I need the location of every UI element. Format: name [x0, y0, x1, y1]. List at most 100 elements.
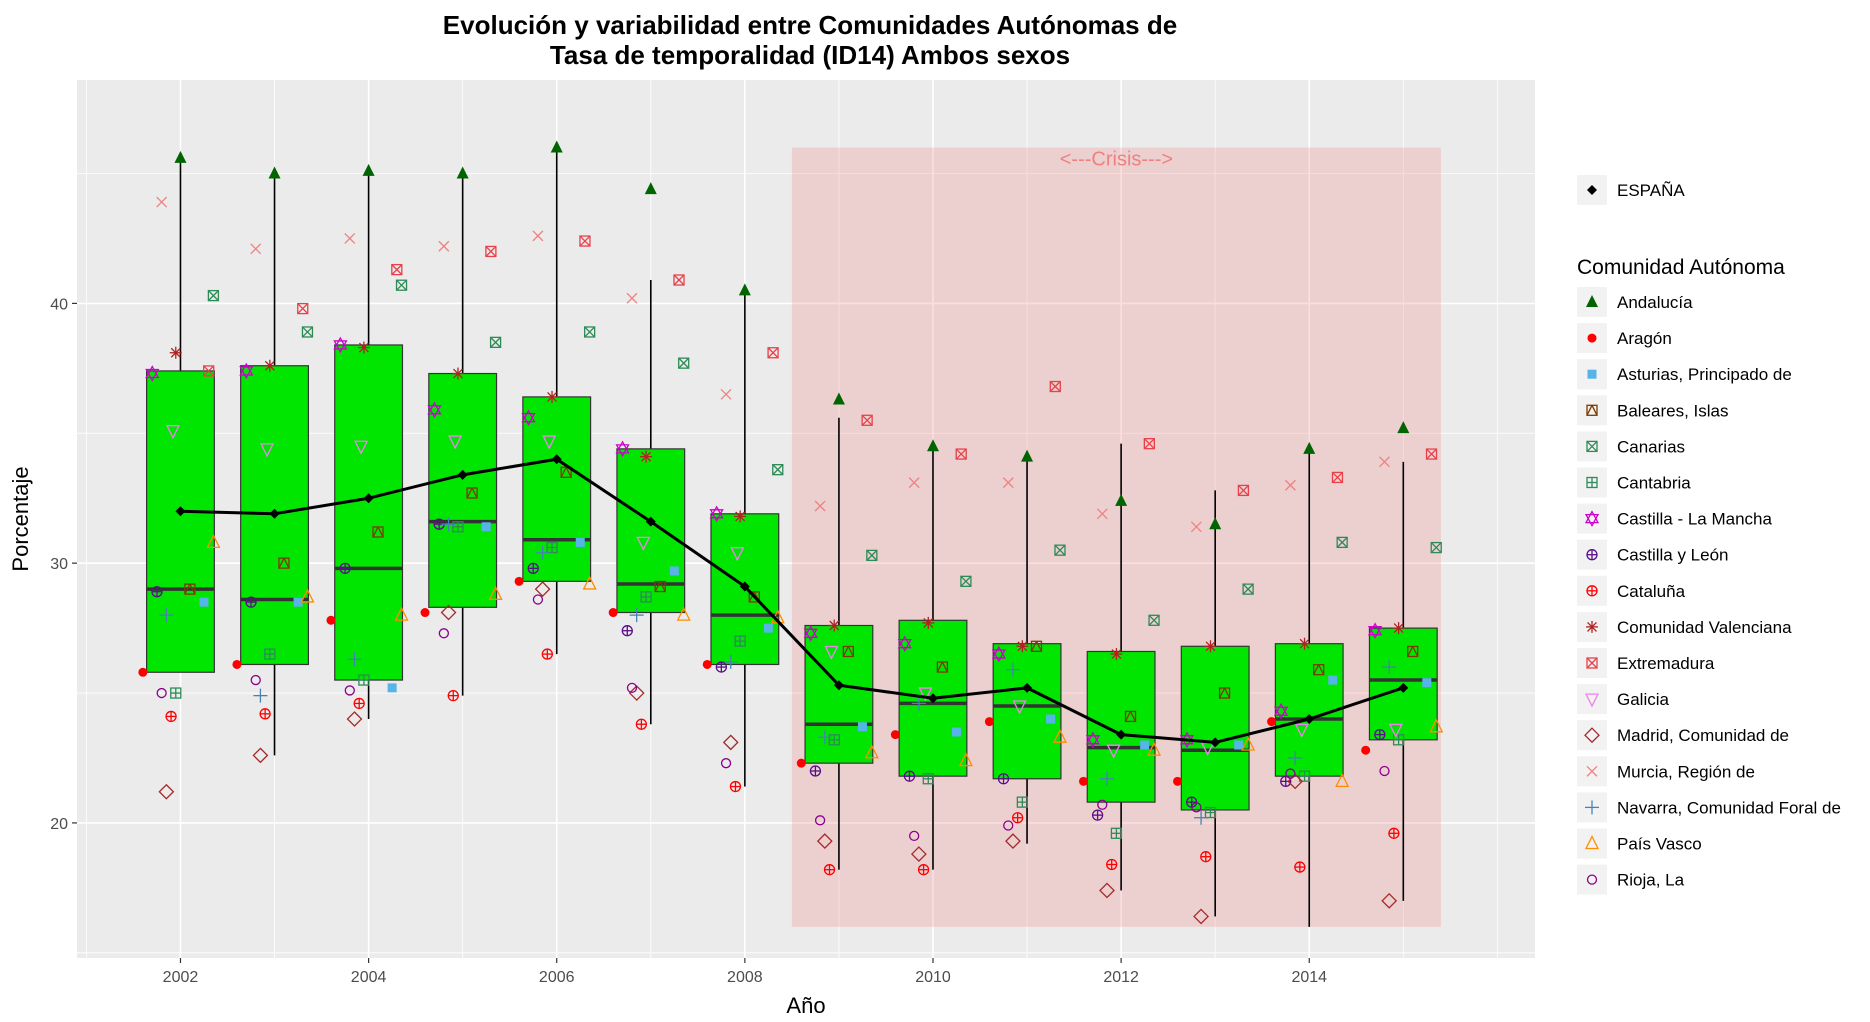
point-8-2002: [165, 710, 177, 723]
point-11-2004: [354, 440, 369, 455]
legend-label: Castilla y León: [1617, 546, 1729, 565]
point-4-2003: [301, 326, 314, 338]
point-7-2015: [1374, 728, 1386, 741]
point-8-2014: [1294, 861, 1306, 873]
point-3-2007: [654, 580, 666, 593]
point-16-2008: [720, 758, 732, 769]
point-3-2003: [278, 557, 290, 569]
legend-key-14: [1585, 800, 1599, 815]
point-10-2008: [767, 347, 779, 359]
point-7-2004: [339, 562, 351, 575]
point-13-2005: [438, 240, 450, 252]
legend-key-8: [1586, 585, 1598, 597]
legend-key-7: [1586, 549, 1598, 561]
point-0-2006: [550, 140, 563, 153]
x-tick-label: 2014: [1291, 969, 1327, 986]
point-0-2005: [456, 166, 469, 179]
point-0-2013: [1209, 517, 1222, 530]
point-6-2011: [991, 645, 1006, 663]
point-7-2010: [903, 770, 916, 782]
legend-key-15: [1584, 835, 1600, 850]
legend-label: Murcia, Región de: [1617, 762, 1755, 781]
legend-key-bg: [1577, 828, 1607, 859]
espana-point-2014: [1304, 714, 1315, 725]
point-5-2013: [1204, 806, 1217, 819]
point-15-2003: [300, 588, 315, 603]
point-9-2012: [1110, 648, 1123, 661]
legend-key-bg: [1577, 864, 1607, 895]
legend-key-3: [1586, 404, 1598, 416]
point-6-2015: [1367, 622, 1383, 640]
point-5-2009: [828, 734, 840, 746]
point-4-2002: [207, 289, 220, 302]
point-7-2003: [245, 596, 257, 608]
point-14-2008: [723, 654, 738, 669]
point-6-2004: [333, 336, 348, 354]
point-12-2005: [440, 604, 457, 621]
point-7-2008: [715, 661, 727, 673]
legend-label: Galicia: [1617, 690, 1670, 709]
point-12-2015: [1381, 892, 1398, 909]
crisis-label: <---Crisis--->: [1060, 149, 1173, 171]
point-12-2007: [628, 685, 645, 701]
point-2-2006: [575, 537, 585, 547]
point-3-2004: [372, 526, 384, 538]
point-8-2003: [259, 708, 271, 720]
legend-key-2: [1587, 369, 1597, 379]
espana-point-2010: [927, 693, 938, 704]
point-10-2004: [391, 263, 403, 276]
point-15-2004: [394, 606, 409, 621]
point-2-2003: [293, 597, 303, 607]
point-10-2010: [955, 448, 967, 460]
point-11-2014: [1294, 723, 1309, 738]
espana-point-2011: [1022, 682, 1033, 693]
point-0-2011: [1021, 449, 1034, 462]
point-12-2002: [158, 783, 175, 800]
box-rect: [146, 370, 215, 673]
point-5-2007: [640, 591, 652, 603]
point-13-2015: [1379, 456, 1390, 468]
point-9-2006: [546, 390, 559, 403]
point-1-2007: [608, 608, 618, 618]
point-5-2005: [452, 521, 464, 533]
box-rect: [1086, 650, 1156, 803]
point-16-2015: [1379, 765, 1390, 777]
point-11-2006: [542, 435, 557, 450]
point-2-2002: [199, 597, 209, 607]
point-12-2004: [346, 711, 363, 727]
point-16-2011: [1003, 820, 1014, 831]
point-9-2009: [828, 619, 841, 632]
legend-label: Andalucía: [1617, 293, 1693, 312]
point-4-2005: [489, 336, 502, 349]
point-14-2005: [441, 517, 456, 532]
point-13-2009: [814, 500, 826, 512]
legend-key-1: [1587, 333, 1597, 343]
point-16-2010: [909, 830, 920, 842]
legend-key-bg: [1577, 395, 1607, 426]
point-5-2012: [1110, 827, 1123, 839]
point-11-2007: [636, 536, 651, 551]
point-1-2014: [1267, 717, 1277, 727]
point-11-2005: [448, 435, 463, 450]
point-16-2013: [1191, 802, 1202, 813]
point-10-2015: [1425, 448, 1438, 460]
point-5-2004: [358, 674, 370, 686]
point-4-2013: [1242, 583, 1254, 595]
point-4-2012: [1148, 614, 1160, 626]
point-16-2012: [1097, 799, 1108, 810]
y-tick-label: 30: [50, 556, 68, 573]
point-8-2015: [1388, 827, 1400, 839]
legend-key-13: [1586, 765, 1598, 777]
legend-key-5: [1586, 476, 1598, 489]
box-rect: [616, 448, 686, 614]
legend-label-espana: ESPAÑA: [1617, 181, 1685, 200]
point-13-2008: [720, 388, 732, 400]
point-15-2014: [1335, 772, 1350, 788]
legend-key-0: [1586, 295, 1598, 307]
point-5-2008: [734, 635, 746, 647]
point-14-2010: [911, 696, 926, 711]
point-15-2015: [1429, 718, 1444, 733]
point-11-2012: [1106, 744, 1121, 759]
point-4-2015: [1430, 541, 1442, 554]
point-16-2006: [532, 594, 544, 605]
